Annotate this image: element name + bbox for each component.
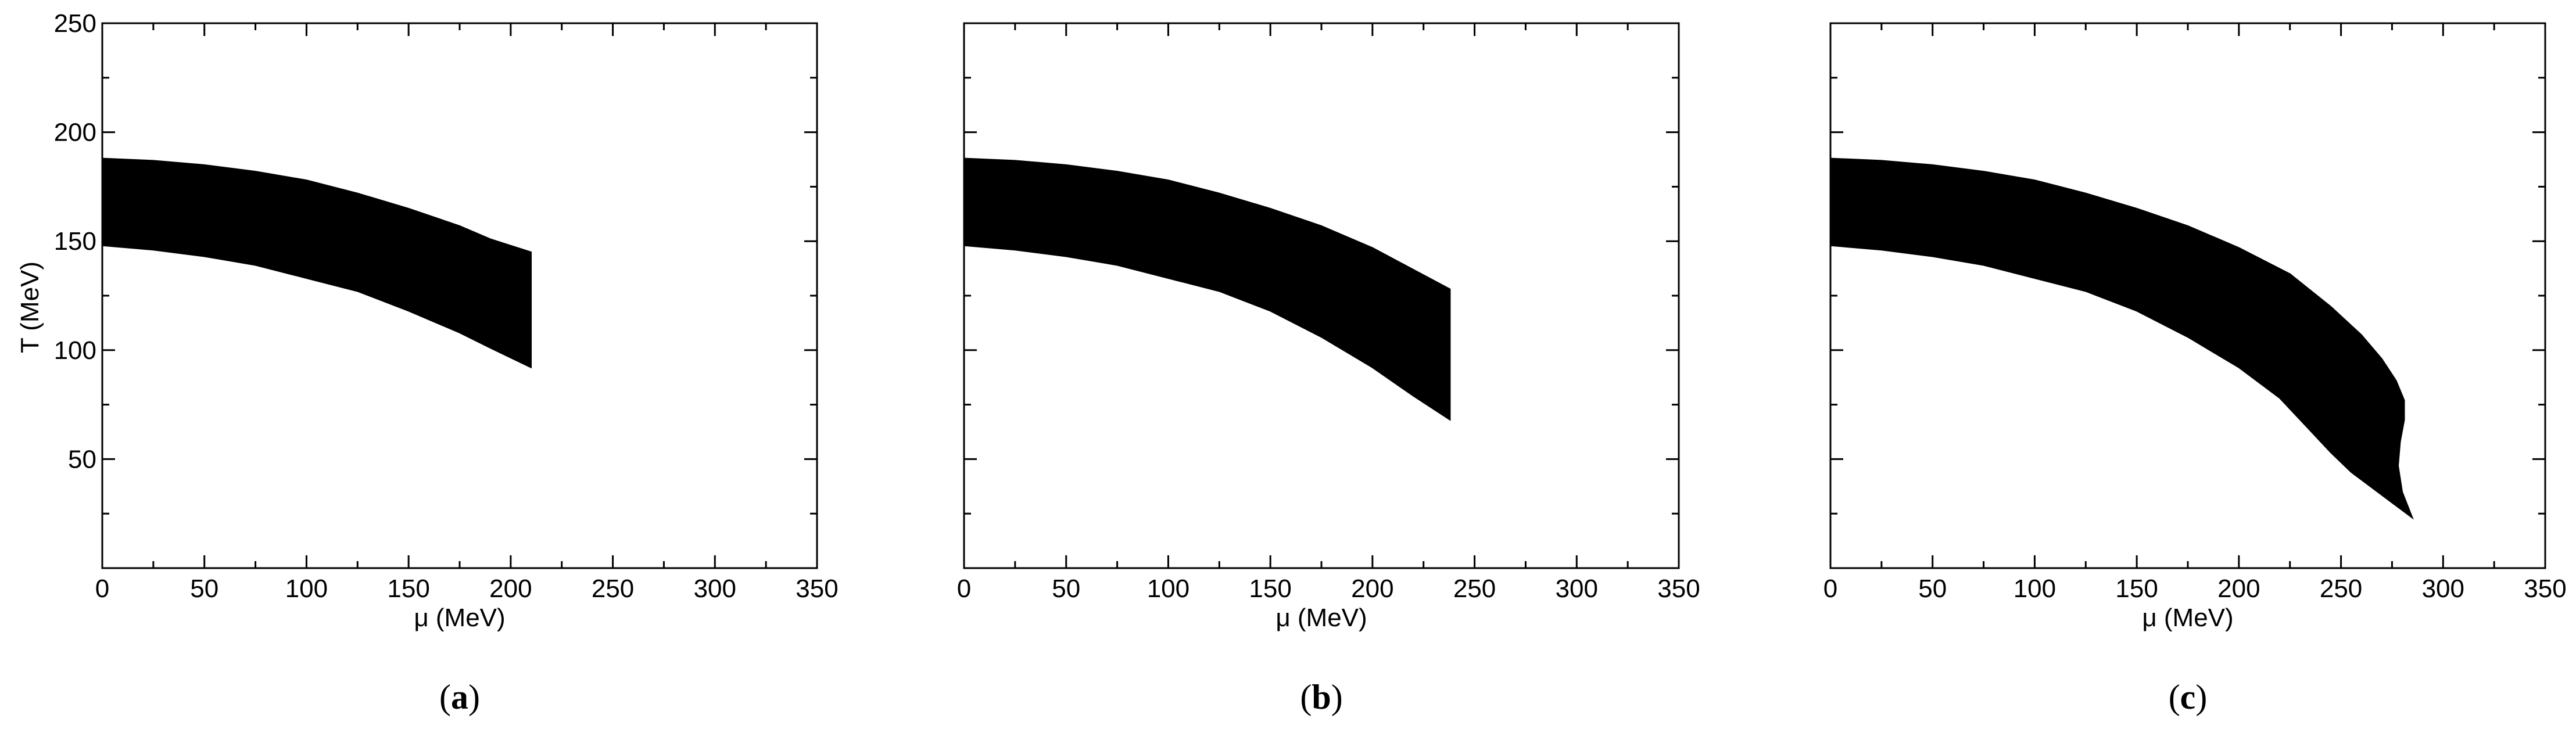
x-tick-label: 200	[1351, 574, 1393, 603]
y-tick-label: 150	[54, 227, 96, 256]
caption-open-paren: (	[439, 678, 451, 716]
x-tick-label: 350	[2524, 574, 2566, 603]
x-axis-label: μ (MeV)	[1276, 604, 1367, 632]
x-tick-label: 300	[1556, 574, 1598, 603]
x-tick-label: 250	[1453, 574, 1496, 603]
x-tick-label: 350	[796, 574, 838, 603]
x-tick-label: 250	[2320, 574, 2362, 603]
x-tick-label: 250	[592, 574, 634, 603]
x-tick-label: 300	[2422, 574, 2464, 603]
x-axis-label: μ (MeV)	[414, 604, 505, 632]
caption-close-paren: )	[1331, 678, 1343, 716]
y-tick-label: 200	[54, 118, 96, 147]
panel-caption: (b)	[1300, 678, 1342, 716]
x-tick-label: 50	[190, 574, 218, 603]
caption-close-paren: )	[2195, 678, 2207, 716]
x-tick-label: 0	[957, 574, 971, 603]
caption-letter: b	[1312, 678, 1331, 716]
x-tick-label: 100	[1147, 574, 1190, 603]
x-tick-label: 0	[1823, 574, 1837, 603]
x-tick-label: 100	[285, 574, 328, 603]
caption-open-paren: (	[1300, 678, 1312, 716]
x-tick-label: 350	[1657, 574, 1700, 603]
panel-caption: (c)	[2169, 678, 2208, 716]
x-tick-label: 200	[2217, 574, 2260, 603]
panel-caption: (a)	[439, 678, 480, 716]
panel-a: 0 50 100 150 200 250 300 350 50 100 150 200 250 μ (Me…	[16, 9, 839, 716]
caption-letter: c	[2180, 678, 2196, 716]
x-tick-label: 200	[489, 574, 532, 603]
x-tick-label: 150	[1249, 574, 1291, 603]
phase-region-b	[963, 157, 1451, 421]
panel-c: 0 50 100 150 200 250 300 350 μ (MeV) (c)	[1823, 22, 2567, 716]
x-axis-label: μ (MeV)	[2142, 604, 2233, 632]
x-tick-label: 50	[1052, 574, 1080, 603]
x-tick-label: 0	[95, 574, 109, 603]
x-tick-label: 50	[1918, 574, 1947, 603]
x-tick-label: 150	[2115, 574, 2158, 603]
y-tick-label: 100	[54, 336, 96, 365]
y-tick-label: 250	[54, 9, 96, 38]
x-tick-label: 150	[387, 574, 429, 603]
x-tick-label: 300	[694, 574, 736, 603]
panel-b: 0 50 100 150 200 250 300 350 μ (MeV) (b)	[957, 22, 1700, 716]
phase-region-a	[102, 157, 532, 369]
caption-close-paren: )	[468, 678, 480, 716]
x-tick-label: 100	[2013, 574, 2056, 603]
phase-region-c	[1830, 157, 2414, 520]
y-tick-label: 50	[68, 445, 96, 473]
caption-open-paren: (	[2169, 678, 2180, 716]
caption-letter: a	[451, 678, 468, 716]
y-axis-label: T (MeV)	[16, 261, 44, 353]
